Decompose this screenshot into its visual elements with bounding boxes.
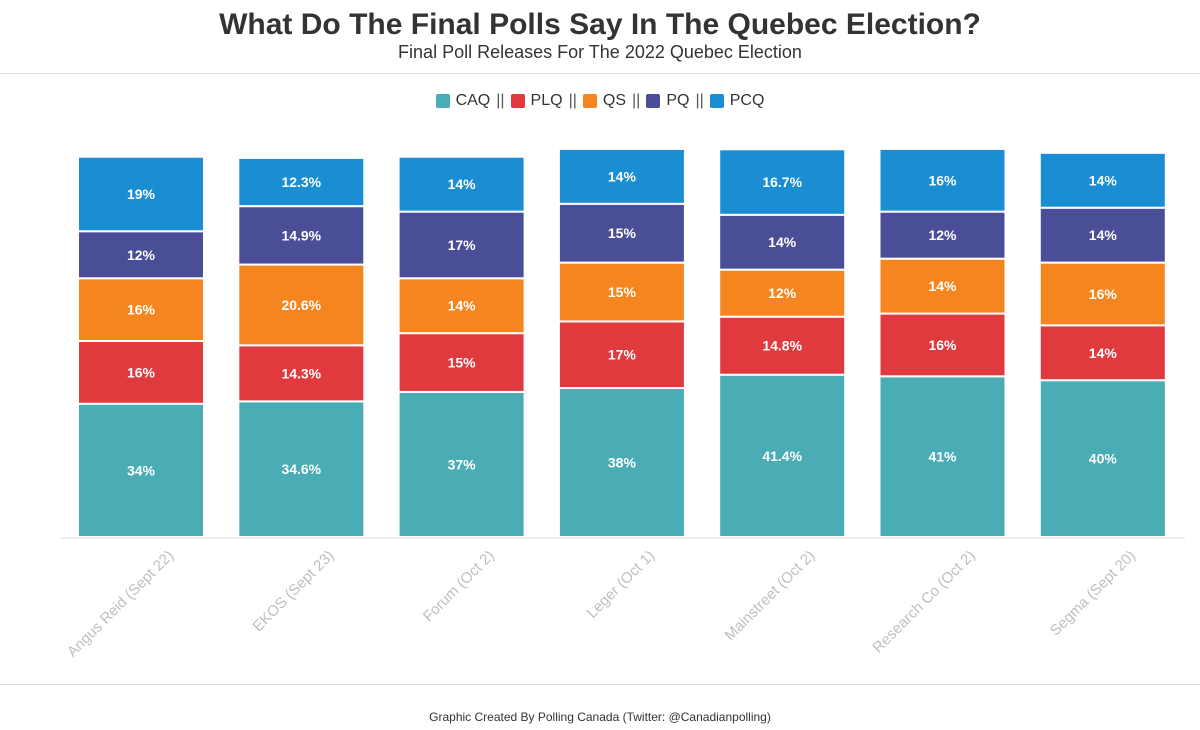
bar-segment-caq[interactable] bbox=[878, 375, 1007, 538]
footer-divider bbox=[0, 684, 1200, 685]
data-label: 14% bbox=[928, 278, 957, 294]
bar-segment-plq[interactable] bbox=[718, 315, 847, 376]
data-label: 14% bbox=[448, 176, 477, 192]
category-tick-label: Leger (Oct 1) bbox=[584, 547, 659, 622]
data-label: 41% bbox=[928, 449, 957, 465]
data-label: 16% bbox=[127, 364, 156, 380]
bar-segment-pcq[interactable] bbox=[77, 155, 205, 233]
bar-segment-plq[interactable] bbox=[1038, 324, 1167, 382]
stacked-bar-chart: 34% 16% 16% 12% 19% Angus Reid (Sept 22) 34.6%… bbox=[60, 147, 1185, 661]
category-tick-label: Segma (Sept 20) bbox=[1047, 547, 1139, 639]
bar-segment-qs[interactable] bbox=[237, 263, 366, 347]
bar-segment-pq[interactable] bbox=[77, 230, 205, 280]
bar-segment-pcq[interactable] bbox=[557, 147, 686, 205]
bar-segment-plq[interactable] bbox=[878, 312, 1007, 378]
chart-legend: CAQ || PLQ || QS || PQ || PCQ bbox=[0, 92, 1200, 110]
bar-segment-pq[interactable] bbox=[718, 213, 847, 271]
data-label: 17% bbox=[608, 347, 637, 363]
data-label: 16% bbox=[928, 337, 957, 353]
data-label: 14% bbox=[1089, 345, 1118, 361]
category-tick-label: Research Co (Oct 2) bbox=[869, 547, 978, 656]
bar-segment-pq[interactable] bbox=[237, 205, 366, 266]
legend-swatch bbox=[582, 94, 597, 108]
category-tick-label: Forum (Oct 2) bbox=[420, 547, 498, 625]
data-label: 14% bbox=[1089, 172, 1118, 188]
bar-segment-qs[interactable] bbox=[397, 277, 526, 335]
legend-label: PCQ bbox=[729, 92, 765, 109]
legend-separator: || bbox=[568, 92, 577, 109]
bar-segment-pq[interactable] bbox=[557, 202, 686, 264]
bar-segment-qs[interactable] bbox=[77, 277, 205, 342]
bar-segment-pcq[interactable] bbox=[1038, 151, 1167, 209]
legend-item-pcq[interactable]: PCQ bbox=[709, 92, 765, 110]
data-label: 14.8% bbox=[762, 338, 802, 354]
category-tick-label: EKOS (Sept 23) bbox=[249, 547, 337, 635]
data-label: 16.7% bbox=[762, 174, 802, 190]
bar-segment-pcq[interactable] bbox=[878, 147, 1007, 213]
data-label: 12% bbox=[127, 247, 156, 263]
data-label: 16% bbox=[928, 172, 957, 188]
data-label: 34% bbox=[127, 462, 156, 478]
bar-segment-qs[interactable] bbox=[718, 268, 847, 318]
data-label: 41.4% bbox=[762, 448, 802, 464]
bar-segment-pcq[interactable] bbox=[397, 155, 526, 213]
data-label: 40% bbox=[1089, 451, 1118, 467]
legend-separator: || bbox=[632, 92, 641, 109]
data-label: 12% bbox=[928, 227, 957, 243]
legend-separator: || bbox=[695, 92, 704, 109]
bar-segment-caq[interactable] bbox=[1038, 379, 1167, 539]
bar-segment-pcq[interactable] bbox=[237, 156, 366, 208]
legend-item-qs[interactable]: QS bbox=[582, 92, 626, 110]
data-label: 14% bbox=[1089, 227, 1118, 243]
data-label: 15% bbox=[448, 355, 477, 371]
legend-separator: || bbox=[496, 92, 505, 109]
data-label: 12.3% bbox=[281, 174, 321, 190]
bar-segment-caq[interactable] bbox=[237, 400, 366, 539]
data-label: 14.9% bbox=[281, 227, 321, 243]
data-label: 20.6% bbox=[281, 297, 321, 313]
bar-segment-plq[interactable] bbox=[77, 340, 205, 405]
bar-segment-pq[interactable] bbox=[397, 210, 526, 280]
legend-label: PLQ bbox=[530, 92, 563, 109]
bar-segment-caq[interactable] bbox=[77, 402, 205, 538]
legend-item-plq[interactable]: PLQ bbox=[510, 92, 563, 110]
bar-segment-qs[interactable] bbox=[1038, 261, 1167, 327]
category-tick-label: Angus Reid (Sept 22) bbox=[64, 547, 177, 660]
chart-title: What Do The Final Polls Say In The Quebe… bbox=[219, 8, 981, 41]
bar-segment-pcq[interactable] bbox=[718, 148, 847, 216]
chart-subtitle: Final Poll Releases For The 2022 Quebec … bbox=[398, 42, 802, 62]
bar-segment-pq[interactable] bbox=[878, 210, 1007, 260]
data-label: 15% bbox=[608, 225, 637, 241]
legend-label: QS bbox=[602, 92, 626, 109]
legend-item-caq[interactable]: CAQ bbox=[435, 92, 491, 110]
data-label: 12% bbox=[768, 285, 797, 301]
data-label: 19% bbox=[127, 186, 156, 202]
credit-text: Graphic Created By Polling Canada (Twitt… bbox=[429, 710, 771, 724]
data-label: 17% bbox=[448, 237, 477, 253]
legend-label: PQ bbox=[666, 92, 690, 109]
legend-swatch bbox=[709, 94, 724, 108]
bar-segment-plq[interactable] bbox=[237, 344, 366, 403]
data-label: 14% bbox=[448, 298, 477, 314]
data-label: 14.3% bbox=[281, 365, 321, 381]
legend-swatch bbox=[646, 94, 661, 108]
bar-segment-qs[interactable] bbox=[878, 257, 1007, 315]
category-tick-label: Mainstreet (Oct 2) bbox=[721, 547, 818, 644]
bar-segment-pq[interactable] bbox=[1038, 206, 1167, 264]
data-label: 15% bbox=[608, 284, 637, 300]
legend-label: CAQ bbox=[455, 92, 491, 109]
header-divider bbox=[0, 73, 1200, 74]
data-label: 34.6% bbox=[281, 461, 321, 477]
data-label: 38% bbox=[608, 455, 637, 471]
bar-segment-plq[interactable] bbox=[557, 320, 686, 390]
data-label: 37% bbox=[448, 456, 477, 472]
data-label: 14% bbox=[768, 234, 797, 250]
data-label: 14% bbox=[608, 168, 637, 184]
legend-item-pq[interactable]: PQ bbox=[646, 92, 689, 110]
data-label: 16% bbox=[127, 302, 156, 318]
data-label: 16% bbox=[1089, 286, 1118, 302]
legend-swatch bbox=[510, 94, 525, 108]
legend-swatch bbox=[435, 94, 450, 108]
